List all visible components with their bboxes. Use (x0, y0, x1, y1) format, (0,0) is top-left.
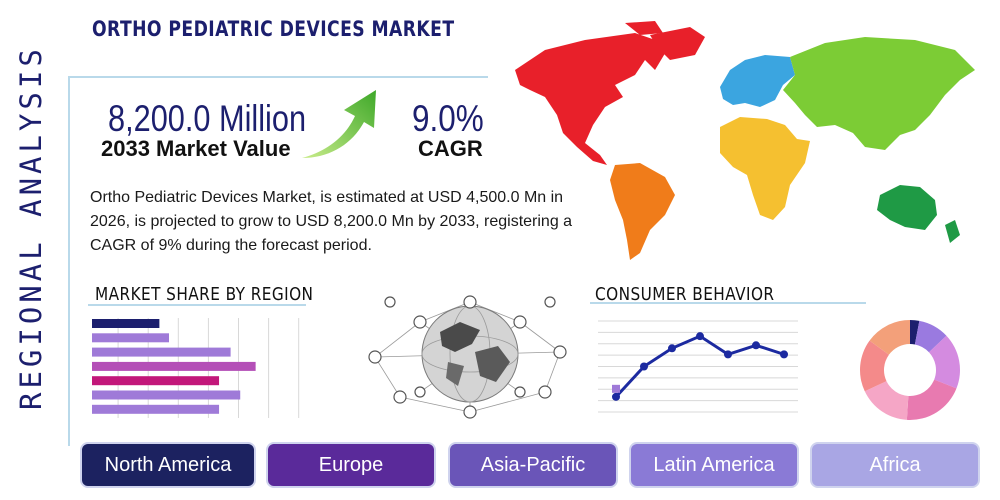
donut-slice (910, 320, 920, 345)
line-point (696, 332, 704, 341)
consumer-behavior-title: CONSUMER BEHAVIOR (595, 284, 775, 305)
bar (92, 404, 220, 414)
consumer-behavior-line-chart (598, 320, 798, 413)
bar (92, 390, 241, 400)
greenland-region (650, 27, 705, 60)
network-globe-icon (368, 295, 567, 419)
donut-slice (864, 381, 909, 420)
market-value: 8,200.0 Million (108, 98, 307, 139)
south-america-region (610, 163, 675, 260)
world-map (515, 21, 975, 260)
market-description: Ortho Pediatric Devices Market, is estim… (90, 189, 573, 254)
consumer-behavior-underline (590, 302, 866, 304)
market-share-underline (88, 304, 306, 306)
bar (92, 319, 160, 328)
consumer-behavior-donut-chart (860, 320, 960, 420)
frame-top-line (68, 76, 488, 78)
side-title: REGIONAL ANALYSIS (14, 45, 48, 410)
donut-slice (869, 320, 910, 355)
market-share-bar-chart (92, 318, 300, 418)
line-point (640, 362, 648, 371)
region-button-africa[interactable]: Africa (810, 442, 980, 488)
donut-slice (928, 335, 960, 389)
growth-arrow-icon (302, 90, 376, 158)
bar (92, 347, 231, 357)
frame-left-line (68, 76, 70, 446)
line-point (752, 341, 760, 350)
bar (92, 376, 220, 386)
line-point (612, 392, 620, 401)
line-point (668, 344, 676, 353)
line-point (780, 350, 788, 359)
market-value-label: 2033 Market Value (101, 136, 291, 161)
page-title: ORTHO PEDIATRIC DEVICES MARKET (92, 17, 455, 41)
bar (92, 333, 170, 343)
region-button-asia-pacific[interactable]: Asia-Pacific (448, 442, 618, 488)
africa-region (720, 117, 810, 220)
region-button-north-america[interactable]: North America (80, 442, 256, 488)
donut-slice (860, 340, 889, 392)
donut-slice (914, 320, 947, 353)
line-point (724, 350, 732, 359)
region-button-europe[interactable]: Europe (266, 442, 436, 488)
north-america-region (515, 21, 670, 165)
cagr-label: CAGR (418, 136, 483, 161)
line-marker-start (612, 384, 620, 393)
cagr-value: 9.0% (412, 98, 484, 139)
region-button-latin-america[interactable]: Latin America (629, 442, 799, 488)
bar (92, 361, 256, 371)
market-share-title: MARKET SHARE BY REGION (95, 284, 314, 305)
europe-region (720, 55, 795, 107)
donut-slice (906, 379, 957, 420)
asia-region (783, 37, 975, 150)
oceania-region (877, 185, 960, 243)
